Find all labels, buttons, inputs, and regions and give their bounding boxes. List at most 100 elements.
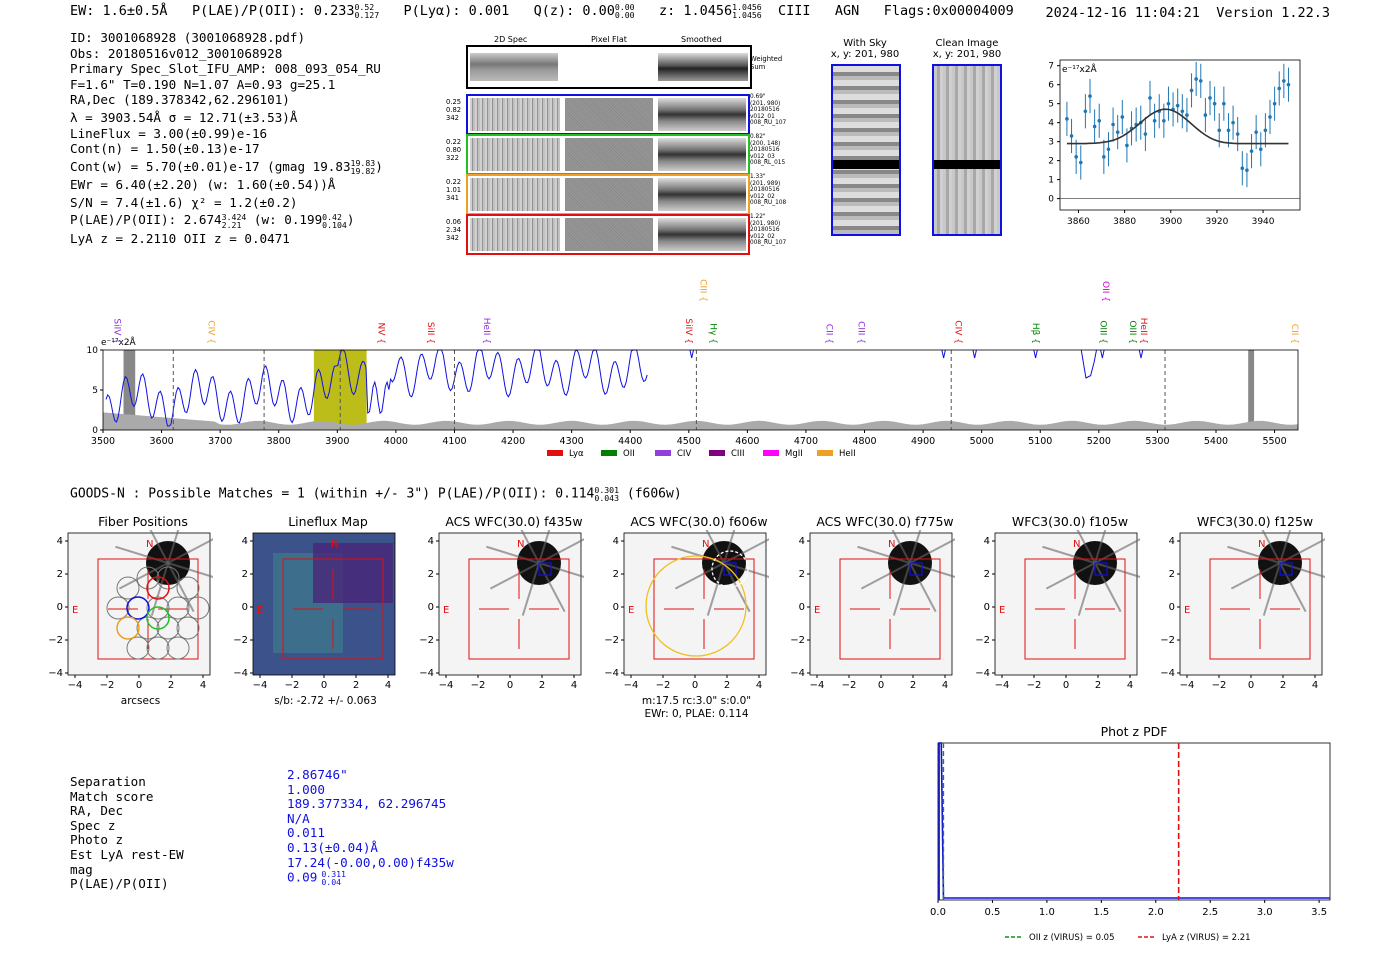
- clean-image-label: Clean Image: [935, 38, 999, 49]
- plae-value: P(LAE)/P(OII): 0.233: [191, 3, 355, 19]
- zoom-point: [1069, 134, 1074, 138]
- diffraction-spike: [909, 562, 937, 613]
- x-tick-label: −2: [656, 680, 671, 690]
- spectrum-x-tick-label: 5100: [1028, 436, 1052, 447]
- cutout-stats: 0.22 1.01 341: [446, 178, 466, 202]
- diffraction-spike: [892, 562, 911, 616]
- diffraction-spike: [150, 562, 169, 616]
- line-id: CIII: [778, 3, 811, 19]
- x-tick-label: 2: [724, 680, 730, 690]
- zoom-y-tick-label: 6: [1048, 81, 1054, 91]
- match-label: P(LAE)/P(OII): [70, 876, 169, 892]
- clean-image: [932, 64, 1002, 236]
- diffraction-spike: [486, 545, 540, 564]
- fiber-circle: [106, 596, 130, 620]
- match-label: Est LyA rest-EW: [70, 846, 184, 862]
- cutout-2d-spec: [470, 178, 560, 211]
- spectrum-x-tick-label: 3500: [91, 436, 115, 447]
- plya-value: P(Lyα): 0.001: [403, 3, 510, 19]
- zoom-point: [1245, 168, 1249, 172]
- y-tick-label: −2: [790, 635, 805, 646]
- cutout-stat: 0.22: [446, 178, 462, 186]
- cutout-stat: 0.22: [446, 138, 462, 146]
- line-id-label: NV {: [375, 323, 385, 344]
- z-lower: 1.0456: [732, 10, 762, 20]
- line-id-label: Hβ {: [1030, 323, 1040, 344]
- cutout-meta-line: (201, 980): [750, 100, 781, 107]
- cutout-2d-spec: [470, 138, 560, 171]
- cutout-meta-line: v012_01: [750, 113, 775, 120]
- spectrum-y-tick-label: 10: [87, 346, 99, 356]
- y-tick-label: 2: [1169, 569, 1175, 580]
- y-tick-label: −4: [233, 668, 248, 679]
- cont-w-upper: 19.83: [350, 158, 376, 169]
- z-upper: 1.0456: [732, 2, 762, 12]
- plae-w-upper: 0.42: [322, 211, 342, 222]
- zoom-point: [1203, 113, 1208, 117]
- plae-w-lower: 0.104: [322, 219, 347, 230]
- spectrum-x-tick-label: 5200: [1087, 436, 1111, 447]
- y-tick-label: 0: [428, 602, 434, 613]
- fiber-circle-green: [146, 606, 170, 630]
- x-tick-label: 4: [1312, 680, 1318, 690]
- imaging-panel: N E −4 −2 0 2 4 4 2 0 −2 −4: [419, 530, 584, 690]
- cont-w: Cont(w) = 5.70(±0.01)e-17 (gmag 19.8319.…: [70, 158, 383, 177]
- cutout-meta-line: v012_02: [750, 233, 775, 240]
- flux-line: [105, 349, 648, 427]
- x-tick-label: 0: [1248, 680, 1254, 690]
- with-sky-label: With Sky: [843, 38, 887, 49]
- imaging-summary-text: GOODS-N : Possible Matches = 1 (within +…: [70, 486, 595, 502]
- plae-w-text: (w: 0.199: [253, 212, 323, 228]
- cutout-row: [466, 134, 750, 175]
- plae-ratio-text: P(LAE)/P(OII): 2.674: [70, 212, 222, 228]
- line-flux: LineFlux = 3.00(±0.99)e-16: [70, 125, 268, 141]
- flags-value: Flags:0x00004009: [883, 3, 1014, 19]
- y-tick-label: −4: [604, 668, 619, 679]
- photz-title: Phot z PDF: [1101, 724, 1168, 739]
- y-tick-label: 0: [984, 602, 990, 613]
- line-window-highlight: [313, 350, 367, 430]
- fiber-circle: [136, 616, 160, 640]
- diffraction-spike: [149, 530, 169, 564]
- diffraction-spike: [857, 545, 911, 564]
- diffraction-spike: [891, 530, 911, 564]
- zoom-point: [1240, 166, 1245, 171]
- noise-fill: [103, 412, 1298, 430]
- imaging-panel-caption: EWr: 0, PLAE: 0.114: [644, 708, 749, 720]
- line-id-label: SiIV {: [112, 318, 122, 344]
- photz-x-tick-label: 3.0: [1257, 907, 1273, 918]
- cutout-meta-line: (201, 980): [750, 220, 781, 227]
- diffraction-spike: [723, 562, 769, 578]
- cutout-smoothed: [658, 98, 746, 131]
- match-value: 0.09 0.311 0.04: [287, 870, 454, 886]
- y-tick-label: 0: [1169, 602, 1175, 613]
- y-tick-label: −4: [48, 668, 63, 679]
- diffraction-spike: [723, 530, 736, 564]
- x-tick-label: 2: [539, 680, 545, 690]
- zoom-ylabel: e⁻¹⁷x2Å: [1062, 63, 1098, 75]
- x-tick-label: 4: [385, 680, 391, 690]
- cutout-pixel-flat: [565, 98, 653, 131]
- diffraction-spike: [1227, 545, 1281, 564]
- zoom-point: [1185, 113, 1189, 117]
- cutout-meta-line: (201, 989): [750, 180, 781, 187]
- y-tick-label: −2: [604, 635, 619, 646]
- legend-swatch: [763, 450, 779, 456]
- east-marker: E: [72, 605, 78, 616]
- zoom-point: [1180, 109, 1185, 114]
- fiber-circle: [176, 616, 200, 640]
- plae-ratio-upper: 3.424: [221, 211, 247, 222]
- line-id-label: Hγ {: [707, 323, 717, 344]
- weighted-2d: [470, 53, 558, 81]
- line-id-label: OII {: [1100, 281, 1110, 302]
- match-labels: Separation Match score RA, Dec Spec z Photo …: [70, 774, 184, 892]
- zoom-point: [1083, 109, 1088, 114]
- cutout-meta: 1.33" (201, 989) 20180516 v012_02 008_RU_108: [750, 174, 786, 207]
- signal-noise: S/N = 7.4(±1.6) χ² = 1.2(±0.2): [70, 194, 298, 210]
- cutout-stats: 0.06 2.34 342: [446, 218, 466, 242]
- legend-swatch: [547, 450, 563, 456]
- fiber-circle: [166, 636, 190, 660]
- x-tick-label: 4: [571, 680, 577, 690]
- zoom-point: [1208, 96, 1212, 100]
- diffraction-spike: [167, 530, 180, 564]
